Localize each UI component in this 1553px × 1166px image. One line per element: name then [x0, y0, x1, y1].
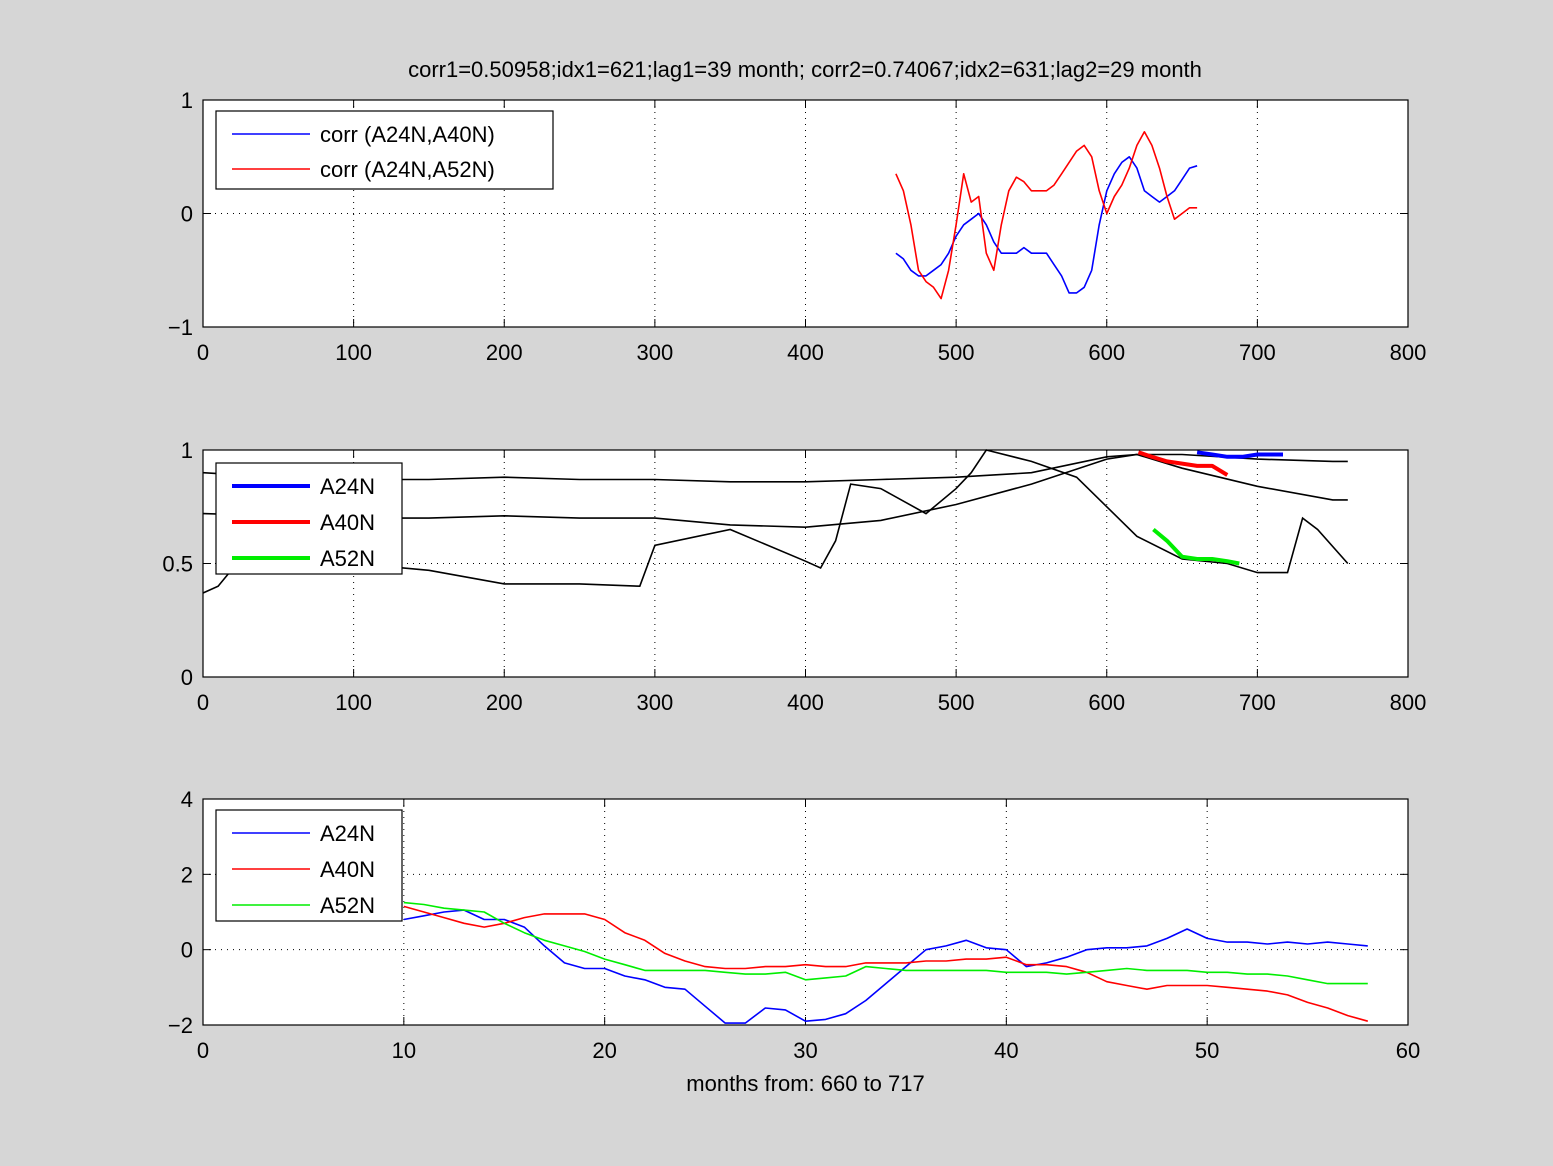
axes-frame: [202, 449, 1409, 678]
x-tick-label: 600: [1088, 340, 1125, 365]
x-tick-label: 500: [938, 690, 975, 715]
x-tick-label: 0: [197, 1038, 209, 1063]
y-tick-label: 0: [181, 665, 193, 690]
legend: A24N A40N A52N: [215, 462, 403, 575]
y-tick-label: −1: [168, 315, 193, 340]
y-tick-label: 1: [181, 88, 193, 113]
x-tick-label: 800: [1390, 340, 1427, 365]
x-tick-label: 0: [197, 340, 209, 365]
series-line-a52n: [1152, 527, 1240, 566]
x-tick-label: 400: [787, 340, 824, 365]
y-tick-label: 1: [181, 438, 193, 463]
y-tick-label: −2: [168, 1013, 193, 1038]
x-tick-label: 0: [197, 690, 209, 715]
x-tick-label: 10: [392, 1038, 416, 1063]
x-tick-label: 100: [335, 690, 372, 715]
axes-background: [203, 799, 1408, 1025]
legend: corr (A24N,A40N) corr (A24N,A52N): [215, 110, 554, 190]
legend-box: [215, 110, 554, 190]
y-tick-label: 2: [181, 862, 193, 887]
x-tick-label: 60: [1396, 1038, 1420, 1063]
x-tick-label: 100: [335, 340, 372, 365]
y-tick-label: 4: [181, 787, 193, 812]
x-tick-label: 700: [1239, 340, 1276, 365]
x-tick-label: 40: [994, 1038, 1018, 1063]
axes-frame: [202, 798, 1409, 1026]
x-tick-label: 20: [592, 1038, 616, 1063]
subplot-2: 0 100 200 300 400 500 600 700 800 0 0.5 1 A24N A40N A5…: [162, 438, 1426, 715]
series-line-a52n: [403, 901, 1368, 985]
legend-box: [215, 462, 403, 575]
x-tick-label: 200: [486, 690, 523, 715]
background-series-line: [202, 449, 1349, 594]
x-tick-label: 50: [1195, 1038, 1219, 1063]
series-line-corr-a24n-a40n: [895, 156, 1198, 294]
figure-title: corr1=0.50958;idx1=621;lag1=39 month; co…: [408, 57, 1202, 82]
y-tick-label: 0.5: [162, 552, 193, 577]
legend-label: A40N: [320, 857, 375, 882]
background-series-line: [202, 453, 1348, 483]
series-line-a24n: [403, 909, 1368, 1024]
series-line-corr-a24n-a52n: [895, 131, 1198, 300]
axes-background: [203, 450, 1408, 677]
series-line-a40n: [403, 905, 1369, 1022]
x-tick-label: 500: [938, 340, 975, 365]
legend-label: A52N: [320, 893, 375, 918]
series-line-a24n: [1196, 450, 1283, 459]
legend-label: corr (A24N,A52N): [320, 157, 495, 182]
legend-label: A52N: [320, 546, 375, 571]
legend-box: [215, 809, 403, 922]
legend-label: corr (A24N,A40N): [320, 122, 495, 147]
x-tick-label: 30: [793, 1038, 817, 1063]
legend: A24N A40N A52N: [215, 809, 403, 922]
x-tick-label: 800: [1390, 690, 1427, 715]
background-series-line: [202, 453, 1348, 529]
x-tick-label: 300: [637, 690, 674, 715]
series-line-a40n: [1137, 450, 1229, 477]
legend-label: A24N: [320, 474, 375, 499]
x-axis-label: months from: 660 to 717: [686, 1071, 924, 1096]
x-tick-label: 300: [637, 340, 674, 365]
x-tick-label: 700: [1239, 690, 1276, 715]
x-tick-label: 200: [486, 340, 523, 365]
x-tick-label: 600: [1088, 690, 1125, 715]
legend-label: A40N: [320, 510, 375, 535]
y-tick-label: 0: [181, 202, 193, 227]
y-tick-label: 0: [181, 938, 193, 963]
x-tick-label: 400: [787, 690, 824, 715]
axes-frame: [202, 99, 1409, 328]
legend-label: A24N: [320, 821, 375, 846]
